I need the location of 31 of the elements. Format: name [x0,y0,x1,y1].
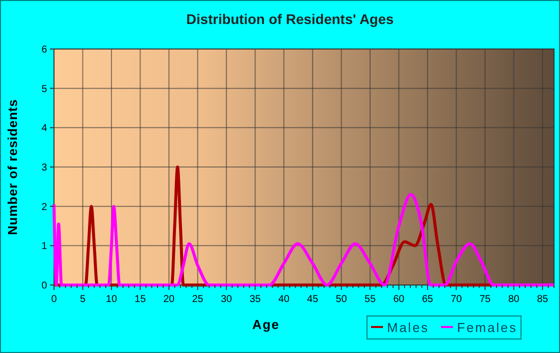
chart-title: Distribution of Residents' Ages [186,11,394,27]
x-tick-label: 80 [508,294,520,305]
y-tick-label: 2 [41,202,48,213]
y-tick-label: 6 [41,44,48,56]
x-axis-title: Age [252,317,280,332]
y-tick-label: 0 [41,280,48,292]
x-tick-label: 15 [134,294,146,305]
y-tick-label: 5 [41,84,48,95]
x-tick-label: 55 [364,294,376,305]
x-tick-label: 40 [278,294,290,305]
x-tick-label: 75 [479,294,492,305]
x-tick-label: 70 [450,294,462,305]
x-tick-label: 20 [163,294,175,305]
x-tick-label: 25 [192,294,204,305]
x-tick-label: 65 [422,294,434,305]
x-tick-label: 30 [220,294,232,305]
x-tick-label: 10 [106,294,118,305]
x-tick-label: 45 [307,294,319,305]
y-axis-title: Number of residents [5,99,20,235]
x-tick-label: 85 [536,294,549,305]
legend-label: Females [457,320,518,335]
y-tick-label: 3 [41,162,48,174]
x-tick-label: 0 [51,294,58,305]
y-tick-label: 4 [41,123,48,134]
line-series [52,193,556,286]
legend-label: Males [387,320,430,335]
x-tick-label: 5 [80,294,86,305]
x-tick-label: 50 [336,294,348,305]
x-tick-label: 60 [393,294,405,305]
x-tick-label: 35 [250,294,262,305]
y-tick-label: 1 [41,241,48,252]
